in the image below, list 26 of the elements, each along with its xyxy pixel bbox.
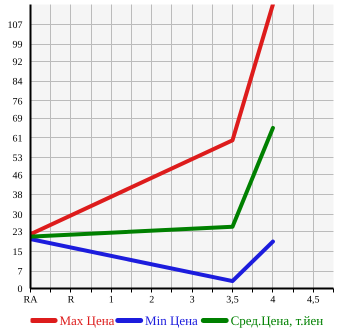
- x-tick-label: 4,5: [307, 294, 320, 306]
- y-tick-label: 15: [12, 246, 22, 258]
- legend-label: Min Цена: [145, 313, 198, 328]
- x-tick-label: 2: [149, 294, 154, 306]
- y-tick-label: 30: [12, 210, 22, 221]
- y-tick-label: 0: [18, 284, 22, 295]
- y-tick-label: 92: [12, 56, 22, 68]
- x-tick-label: 1: [108, 294, 114, 306]
- legend-label: Сред.Цена, т.йен: [230, 313, 324, 328]
- y-tick-label: 53: [12, 153, 22, 164]
- x-tick-label: R: [68, 294, 75, 306]
- y-tick-label: 76: [12, 96, 22, 108]
- x-tick-label: 4: [270, 294, 276, 306]
- legend-label: Max Цена: [59, 313, 115, 328]
- x-tick-label: 3: [190, 294, 195, 306]
- y-tick-label: 69: [12, 114, 22, 125]
- y-tick-label: 7: [18, 266, 22, 278]
- y-tick-label: 23: [12, 227, 22, 238]
- y-tick-label: 38: [12, 190, 22, 202]
- x-tick-label: RA: [24, 294, 38, 306]
- y-tick-label: 107: [8, 20, 22, 31]
- y-tick-label: 99: [12, 40, 22, 51]
- x-tick-label: 3,5: [226, 294, 239, 306]
- y-tick-label: 46: [12, 170, 22, 182]
- y-tick-label: 61: [12, 133, 22, 144]
- y-tick-label: 84: [12, 76, 22, 88]
